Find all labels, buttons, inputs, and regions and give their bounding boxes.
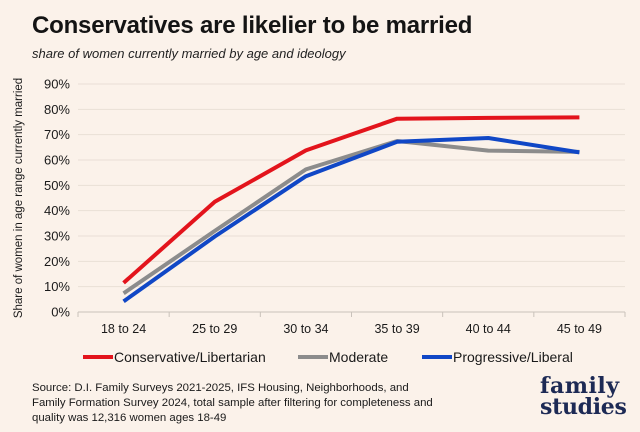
y-tick-label: 90% [44, 77, 70, 92]
series-lines [122, 115, 580, 304]
x-tick-label: 35 to 39 [374, 322, 419, 336]
chart-subtitle: share of women currently married by age … [32, 46, 346, 61]
logo-line-2: studies [540, 394, 627, 420]
y-tick-label: 60% [44, 153, 70, 168]
legend-label: Progressive/Liberal [453, 349, 573, 365]
y-tick-label: 30% [44, 229, 70, 244]
y-axis-label: Share of women in age range currently ma… [13, 78, 25, 318]
logo-line-1: family [540, 373, 620, 399]
x-tick-label: 30 to 34 [283, 322, 328, 336]
source-note: Source: D.I. Family Surveys 2021-2025, I… [32, 382, 433, 424]
y-tick-label: 20% [44, 254, 70, 269]
y-tick-label: 10% [44, 279, 70, 294]
legend-label: Conservative/Libertarian [114, 349, 266, 365]
y-tick-label: 80% [44, 102, 70, 117]
x-tick-label: 40 to 44 [466, 322, 511, 336]
series-line-progressive-liberal [122, 136, 580, 304]
y-tick-label: 0% [51, 305, 70, 320]
legend: Conservative/Libertarian Moderate Progress… [83, 349, 573, 365]
y-tick-label: 50% [44, 178, 70, 193]
series-line-moderate [122, 139, 580, 295]
x-tick-label: 45 to 49 [557, 322, 602, 336]
x-tick-label: 25 to 29 [192, 322, 237, 336]
series-line-conservative-libertarian [122, 115, 580, 285]
chart-title: Conservatives are likelier to be married [32, 12, 473, 39]
x-tick-labels: 18 to 24 25 to 29 30 to 34 35 to 39 40 to 44… [77, 312, 626, 336]
legend-label: Moderate [329, 349, 388, 365]
y-tick-label: 70% [44, 127, 70, 142]
y-tick-label: 40% [44, 203, 70, 218]
y-tick-labels: 0% 10% 20% 30% 40% 50% 60% 70% 80% 90% [44, 77, 70, 320]
x-tick-label: 18 to 24 [101, 322, 146, 336]
family-studies-logo: family studies [540, 373, 636, 420]
